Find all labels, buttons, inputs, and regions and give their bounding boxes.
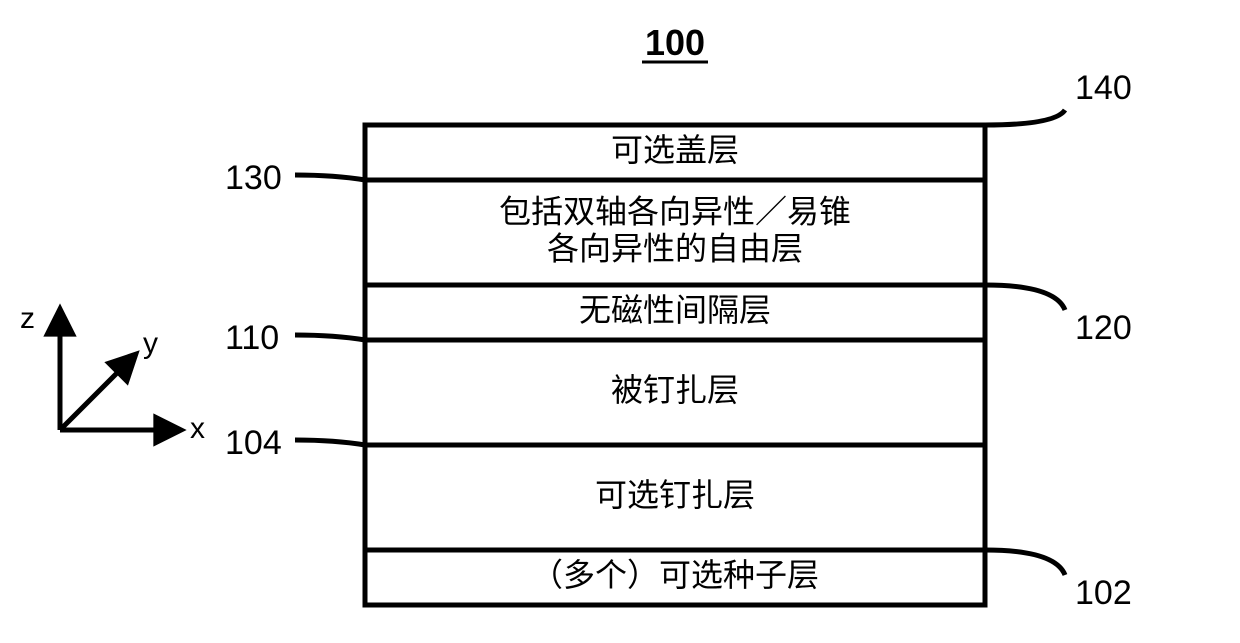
axis-x-label: x [190, 412, 205, 445]
callout-130-label: 130 [225, 159, 282, 197]
layer-free-label: 包括双轴各向异性／易锥 [499, 194, 851, 230]
callout-104-leader [295, 440, 365, 445]
callout-110-leader [295, 335, 365, 340]
axis-z-label: z [20, 302, 35, 335]
callout-104-label: 104 [225, 424, 282, 462]
layer-spacer-label: 无磁性间隔层 [579, 292, 771, 328]
callout-110-label: 110 [225, 319, 279, 357]
callout-102-leader [985, 550, 1065, 575]
layer-seed-label: （多个）可选种子层 [531, 557, 819, 593]
figure-title: 100 [645, 22, 705, 63]
axis-y-label: y [143, 327, 158, 360]
layer-pinning-label: 可选钉扎层 [595, 477, 755, 513]
callout-120-label: 120 [1075, 309, 1132, 347]
axis-y [60, 355, 135, 430]
callout-120-leader [985, 285, 1065, 310]
layer-free-label: 各向异性的自由层 [547, 230, 803, 266]
layer-pinned-label: 被钉扎层 [611, 372, 739, 408]
callout-130-leader [295, 175, 365, 180]
callout-140-leader [985, 110, 1065, 125]
layer-cap-label: 可选盖层 [611, 132, 739, 168]
callout-140-label: 140 [1075, 69, 1132, 107]
callout-102-label: 102 [1075, 574, 1132, 612]
